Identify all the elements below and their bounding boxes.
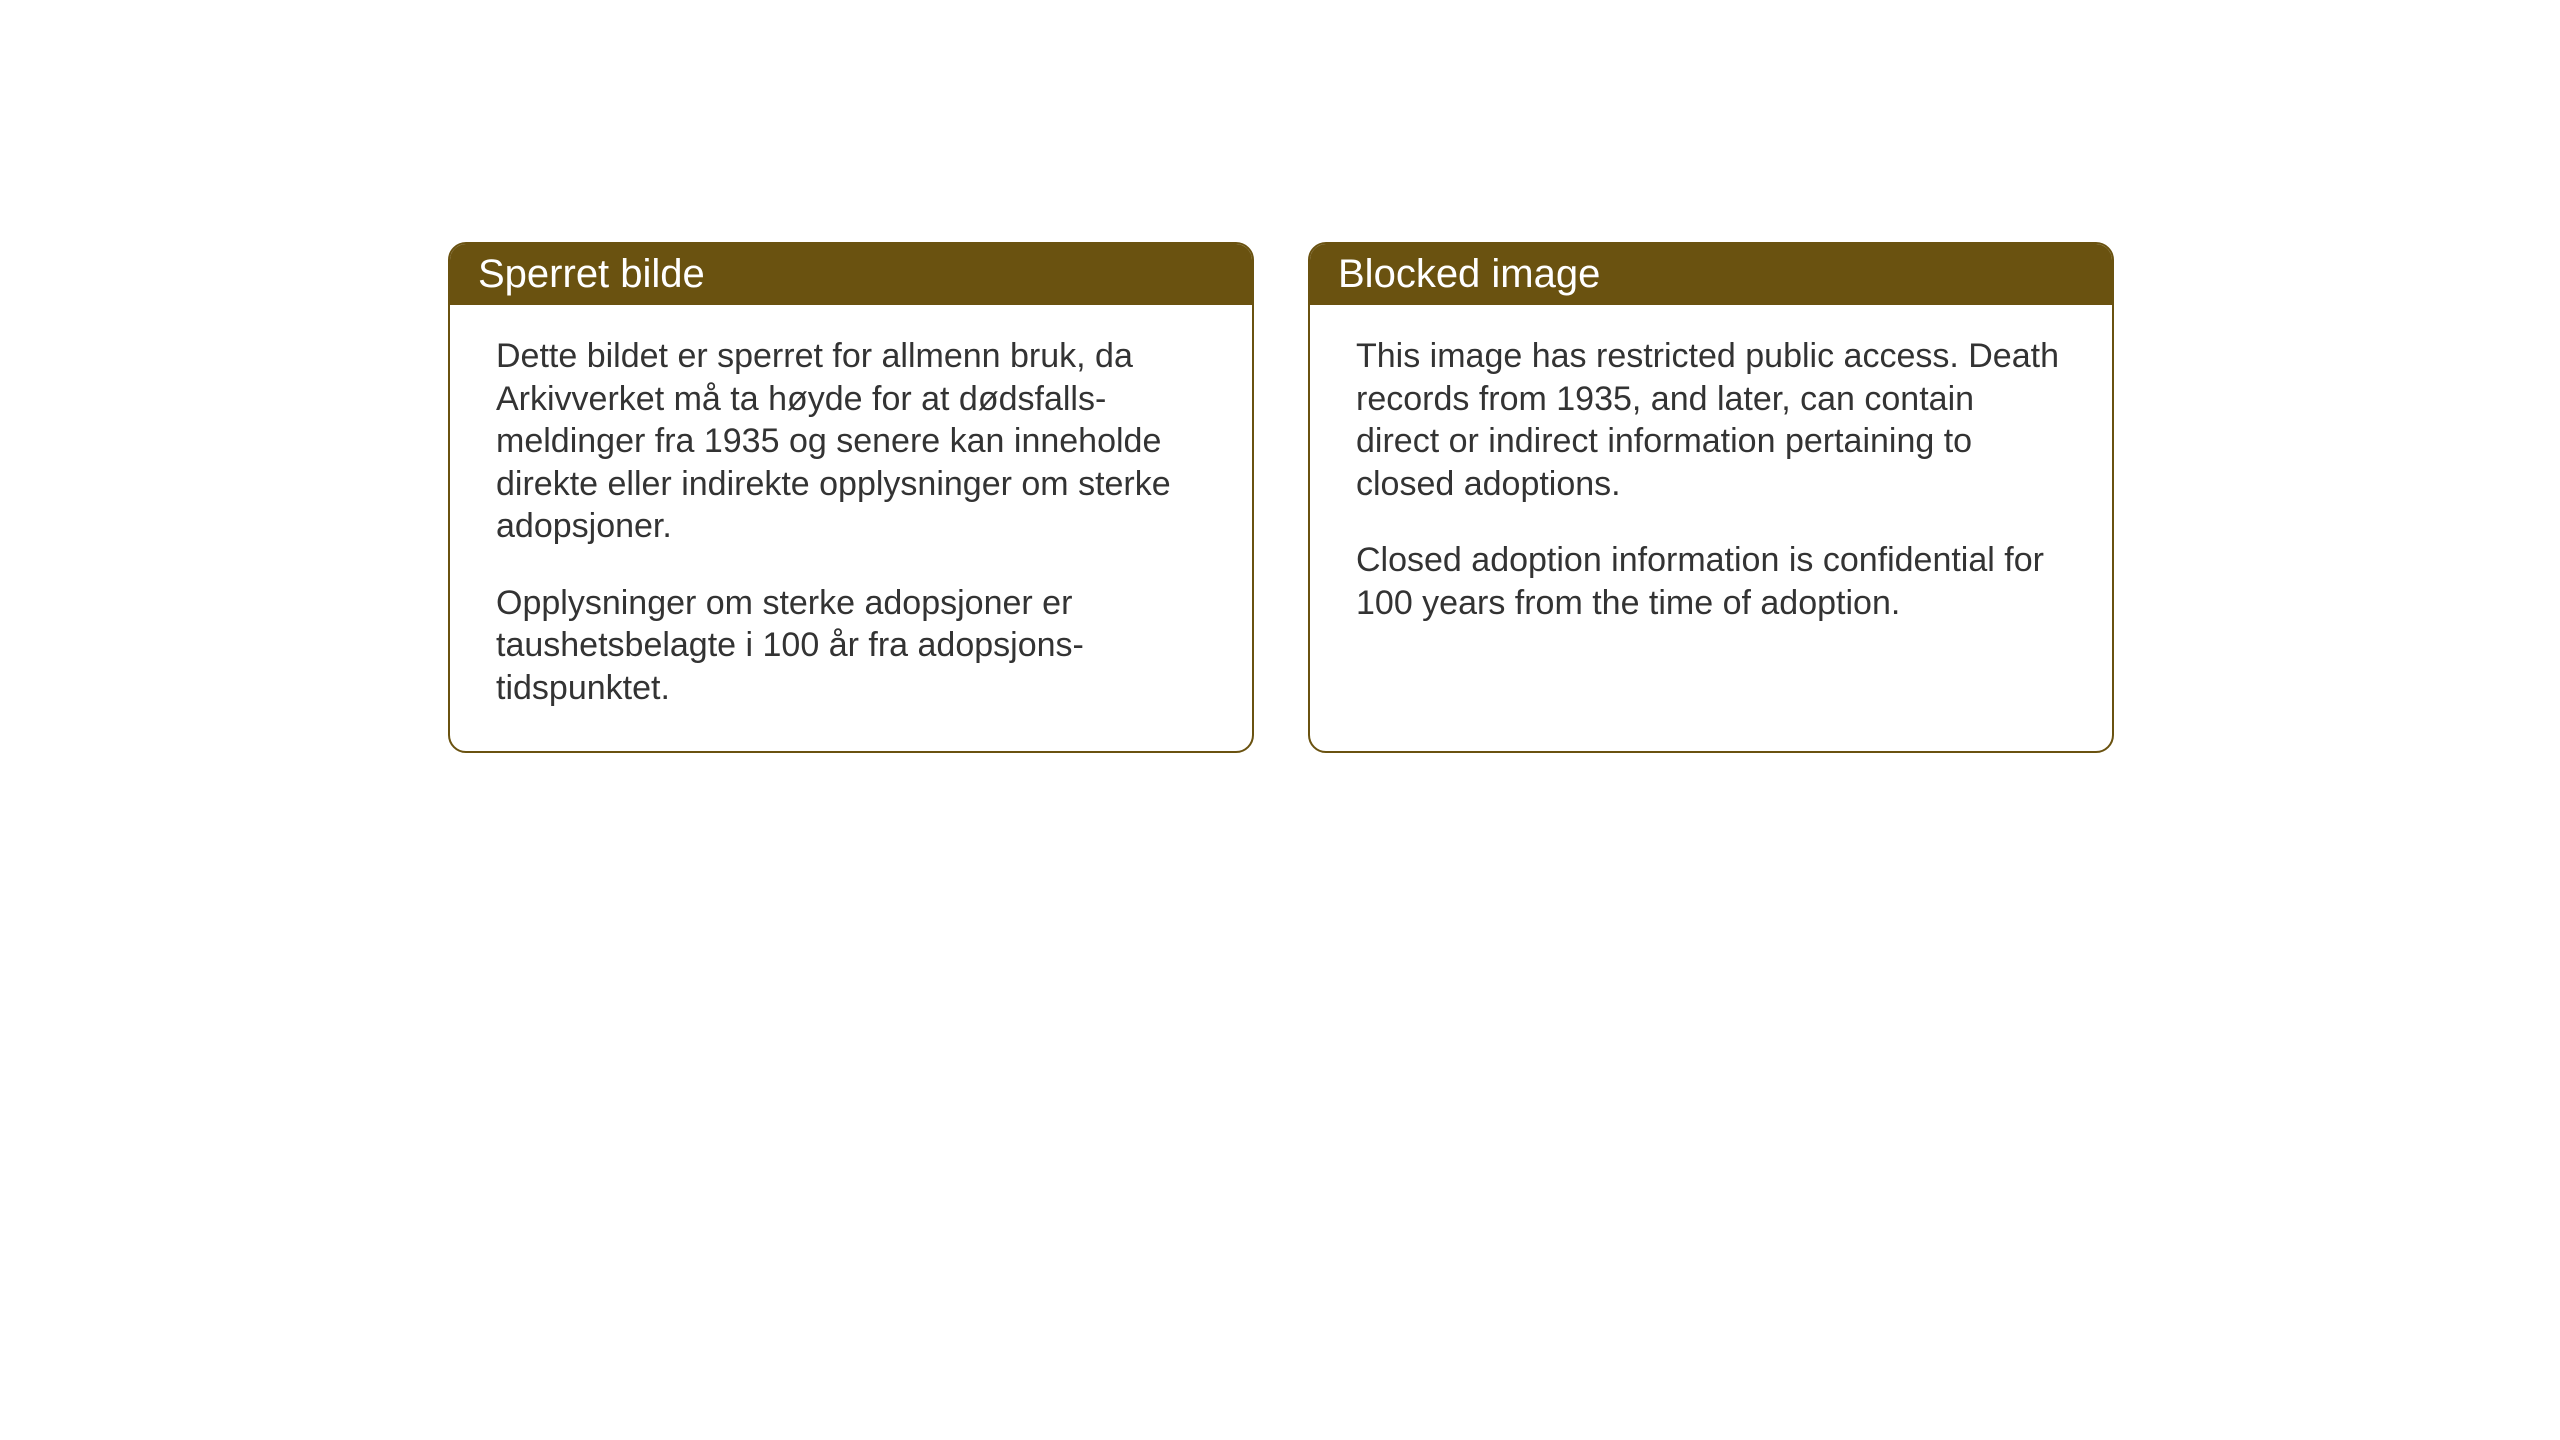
card-paragraph: Closed adoption information is confident… [1356,539,2066,624]
card-paragraph: Dette bildet er sperret for allmenn bruk… [496,335,1206,548]
card-body-english: This image has restricted public access.… [1310,305,2112,666]
card-title-norwegian: Sperret bilde [478,252,705,296]
card-english: Blocked image This image has restricted … [1308,242,2114,753]
card-header-english: Blocked image [1310,244,2112,305]
card-title-english: Blocked image [1338,252,1600,296]
card-header-norwegian: Sperret bilde [450,244,1252,305]
cards-container: Sperret bilde Dette bildet er sperret fo… [448,242,2114,753]
card-paragraph: This image has restricted public access.… [1356,335,2066,505]
card-body-norwegian: Dette bildet er sperret for allmenn bruk… [450,305,1252,751]
card-paragraph: Opplysninger om sterke adopsjoner er tau… [496,582,1206,710]
card-norwegian: Sperret bilde Dette bildet er sperret fo… [448,242,1254,753]
